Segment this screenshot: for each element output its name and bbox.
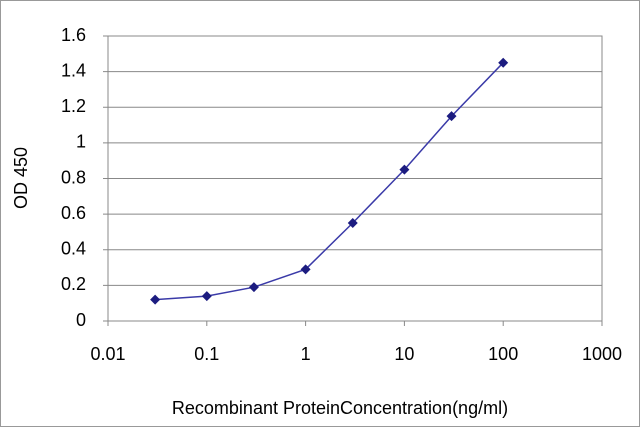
data-point <box>201 291 212 302</box>
y-tick-label: 0 <box>76 310 86 330</box>
y-tick-label: 1.6 <box>61 25 86 45</box>
x-tick-label: 10 <box>394 344 414 364</box>
y-tick-label: 1 <box>76 132 86 152</box>
x-tick-label: 0.1 <box>194 344 219 364</box>
data-point <box>399 164 410 175</box>
y-tick-label: 0.6 <box>61 203 86 223</box>
y-tick-label: 1.2 <box>61 96 86 116</box>
data-point <box>498 57 509 68</box>
data-line <box>155 62 504 301</box>
x-tick-label: 100 <box>488 344 518 364</box>
y-tick-label: 0.4 <box>61 239 86 259</box>
y-tick-label: 1.4 <box>61 60 86 80</box>
data-point <box>300 264 311 275</box>
data-point <box>150 294 161 305</box>
y-axis-label: OD 450 <box>11 147 31 209</box>
x-tick-label: 0.01 <box>90 344 125 364</box>
data-point <box>248 282 259 293</box>
x-tick-label: 1000 <box>582 344 622 364</box>
data-point <box>347 218 358 229</box>
data-point <box>446 111 457 122</box>
x-axis-label: Recombinant ProteinConcentration(ng/ml) <box>172 398 508 418</box>
x-tick-label: 1 <box>301 344 311 364</box>
y-tick-label: 0.2 <box>61 274 86 294</box>
y-tick-label: 0.8 <box>61 167 86 187</box>
